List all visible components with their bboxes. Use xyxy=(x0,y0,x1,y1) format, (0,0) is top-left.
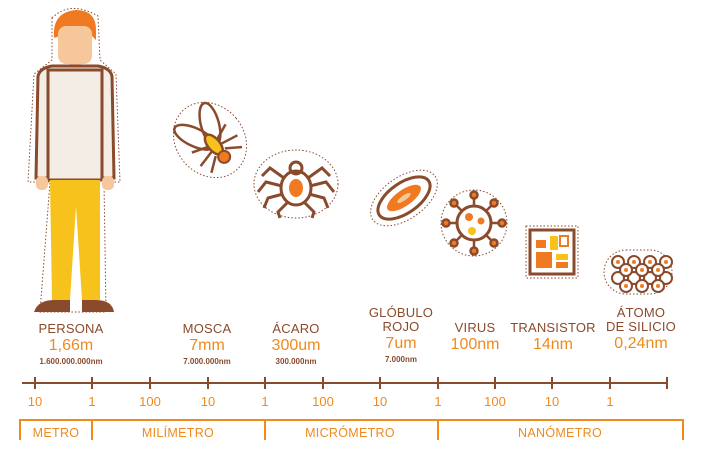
scale-label: 10 xyxy=(544,394,560,409)
red-blood-cell-icon xyxy=(370,169,438,227)
item-nanometers: 1.600.000.000nm xyxy=(39,357,103,366)
item-name: VIRUS xyxy=(454,320,496,335)
item-atomo-de-silicio: ÁTOMO DE SILICIO 0,24nm xyxy=(606,306,676,353)
item-name-line1: GLÓBULO xyxy=(368,305,434,320)
scale-label: 1 xyxy=(434,394,442,409)
scale-label: 1 xyxy=(261,394,269,409)
item-size: 1,66m xyxy=(48,337,94,354)
item-nanometers: 7.000nm xyxy=(384,355,418,364)
item-name: TRANSISTOR xyxy=(510,320,596,335)
item-mosca: MOSCA 7mm 7.000.000nm xyxy=(183,322,232,368)
item-name-line2: DE SILICIO xyxy=(606,319,676,334)
item-size: 7um xyxy=(385,335,417,352)
scale-label: 1 xyxy=(606,394,614,409)
item-size: 100nm xyxy=(450,336,500,353)
item-size: 14nm xyxy=(532,336,574,353)
unit-nanometro: NANÓMETRO xyxy=(518,426,602,440)
transistor-icon xyxy=(525,225,579,279)
scale-label: 100 xyxy=(484,394,506,409)
scale-label: 100 xyxy=(139,394,161,409)
item-name: PERSONA xyxy=(38,321,104,336)
scale-label: 10 xyxy=(200,394,216,409)
scale-axis xyxy=(22,377,668,389)
unit-milimetro: MILÍMETRO xyxy=(141,426,215,440)
silicon-atom-icon xyxy=(603,249,673,295)
unit-metro: METRO xyxy=(32,426,80,440)
item-size: 0,24nm xyxy=(614,335,668,352)
virus-icon xyxy=(440,189,508,257)
item-size: 7mm xyxy=(189,337,225,354)
scale-label: 10 xyxy=(372,394,388,409)
item-nanometers: 7.000.000nm xyxy=(183,357,231,366)
unit-bar xyxy=(19,419,684,440)
item-size: 300um xyxy=(271,337,321,354)
item-acaro: ÁCARO 300um 300.000nm xyxy=(272,322,321,368)
person-icon xyxy=(27,8,121,313)
mite-icon xyxy=(253,149,339,219)
item-name: ÁCARO xyxy=(272,321,320,336)
scale-label: 100 xyxy=(312,394,334,409)
item-transistor: TRANSISTOR 14nm xyxy=(510,321,596,354)
item-name-line1: ÁTOMO xyxy=(616,305,666,320)
item-nanometers: 300.000nm xyxy=(275,357,317,366)
scale-label: 10 xyxy=(27,394,43,409)
unit-micrometro: MICRÓMETRO xyxy=(305,426,395,440)
item-name-line2: ROJO xyxy=(382,319,420,334)
item-persona: PERSONA 1,66m 1.600.000.000nm xyxy=(39,322,104,368)
item-name: MOSCA xyxy=(182,321,232,336)
fly-icon xyxy=(172,101,248,179)
item-globulo-rojo: GLÓBULO ROJO 7um 7.000nm xyxy=(369,306,433,366)
item-virus: VIRUS 100nm xyxy=(451,321,500,354)
scale-label: 1 xyxy=(88,394,96,409)
